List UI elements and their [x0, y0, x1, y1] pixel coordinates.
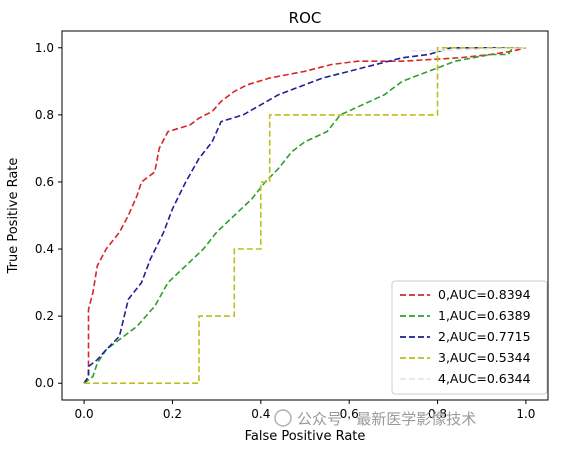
roc-curve-4: [410, 47, 526, 52]
series-layer: [83, 47, 527, 384]
roc-curve-1: [83, 47, 514, 384]
y-tick-label: 0.2: [35, 309, 54, 323]
x-tick-label: 1.0: [516, 407, 535, 421]
legend-label-3: 3,AUC=0.5344: [438, 350, 531, 365]
y-tick-label: 1.0: [35, 41, 54, 55]
chart-title: ROC: [289, 9, 322, 27]
roc-curve-0: [83, 47, 527, 384]
legend-label-2: 2,AUC=0.7715: [438, 329, 531, 344]
roc-curve-3: [84, 47, 526, 384]
legend-label-0: 0,AUC=0.8394: [438, 287, 531, 302]
watermark-text: 公众号 · 最新医学影像技术: [297, 410, 476, 428]
legend-box: [391, 280, 548, 395]
y-tick-label: 0.4: [35, 242, 54, 256]
wechat-icon: [274, 409, 292, 427]
ticks-layer: 0.0 0.2 0.4 0.6 0.8 1.0 0.0 0.2 0.4 0.6 0.8 1.0: [35, 41, 536, 421]
plot-frame: [61, 30, 549, 401]
legend-label-4: 4,AUC=0.6344: [438, 371, 531, 386]
legend: 0,AUC=0.8394 1,AUC=0.6389 2,AUC=0.7715 3,AU…: [391, 280, 548, 395]
x-tick-label: 0.2: [163, 407, 182, 421]
watermark: 公众号 · 最新医学影像技术: [274, 409, 476, 428]
x-tick-label: 0.8: [428, 407, 447, 421]
x-axis-label: False Positive Rate: [245, 429, 366, 444]
y-tick-label: 0.0: [35, 376, 54, 390]
y-tick-label: 0.6: [35, 175, 54, 189]
roc-curve-2: [83, 47, 526, 384]
legend-label-1: 1,AUC=0.6389: [438, 308, 531, 323]
x-tick-label: 0.6: [340, 407, 359, 421]
y-tick-label: 0.8: [35, 108, 54, 122]
x-tick-label: 0.0: [75, 407, 94, 421]
x-tick-label: 0.4: [251, 407, 270, 421]
y-axis-label: True Positive Rate: [6, 158, 21, 275]
